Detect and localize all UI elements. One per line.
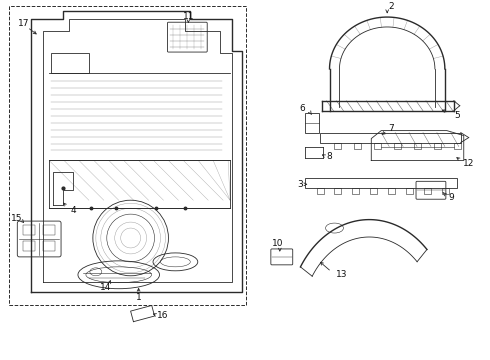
Bar xyxy=(43,225,55,235)
Text: 8: 8 xyxy=(327,152,332,161)
Text: 1: 1 xyxy=(136,293,142,302)
Bar xyxy=(335,143,342,149)
Text: 10: 10 xyxy=(272,239,284,248)
Bar xyxy=(305,178,457,188)
Text: 14: 14 xyxy=(100,283,112,292)
Text: 15: 15 xyxy=(11,213,22,222)
Text: 6: 6 xyxy=(300,104,306,113)
Bar xyxy=(305,113,318,132)
Text: 2: 2 xyxy=(389,2,394,11)
Bar xyxy=(335,188,342,194)
Bar xyxy=(319,132,461,143)
Bar xyxy=(374,143,381,149)
Text: 17: 17 xyxy=(18,19,29,28)
Text: 7: 7 xyxy=(388,124,394,133)
Text: 16: 16 xyxy=(157,311,168,320)
Bar xyxy=(424,188,431,194)
Bar xyxy=(394,143,401,149)
Text: 12: 12 xyxy=(463,159,474,168)
Bar xyxy=(317,188,323,194)
Bar xyxy=(406,188,413,194)
Text: 9: 9 xyxy=(448,193,454,202)
Bar xyxy=(51,53,89,73)
Text: 5: 5 xyxy=(454,111,460,120)
Bar xyxy=(434,143,441,149)
Bar xyxy=(9,6,246,305)
Text: 11: 11 xyxy=(183,12,194,21)
Bar xyxy=(454,143,461,149)
Bar xyxy=(352,188,359,194)
Bar xyxy=(370,188,377,194)
Text: 13: 13 xyxy=(336,270,347,279)
Text: 3: 3 xyxy=(297,180,302,189)
Bar xyxy=(414,143,421,149)
Bar xyxy=(23,241,35,251)
Bar xyxy=(23,225,35,235)
Bar xyxy=(442,188,449,194)
Bar xyxy=(43,241,55,251)
Bar xyxy=(388,188,395,194)
Text: 4: 4 xyxy=(70,206,76,215)
Bar xyxy=(354,143,361,149)
